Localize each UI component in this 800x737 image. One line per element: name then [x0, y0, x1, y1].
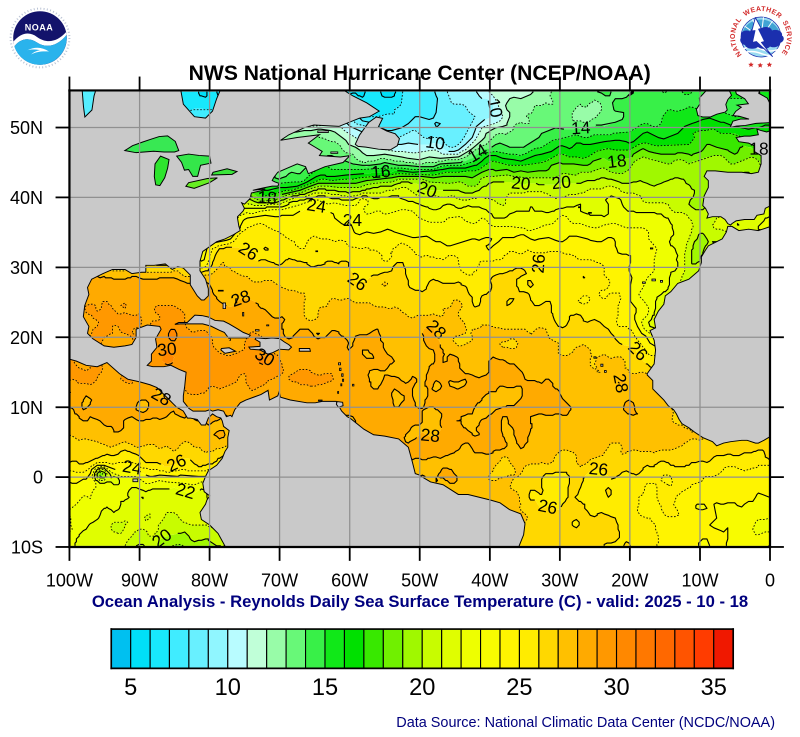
- svg-text:70W: 70W: [261, 571, 298, 591]
- svg-text:35: 35: [701, 675, 727, 701]
- svg-text:30W: 30W: [541, 571, 578, 591]
- svg-text:28: 28: [609, 372, 632, 395]
- svg-text:28: 28: [420, 424, 441, 446]
- svg-text:50W: 50W: [401, 571, 438, 591]
- svg-text:30N: 30N: [10, 258, 43, 278]
- svg-text:30: 30: [156, 338, 177, 360]
- svg-text:24: 24: [121, 456, 144, 479]
- svg-text:Ocean Analysis - Reynolds Dail: Ocean Analysis - Reynolds Daily Sea Surf…: [92, 592, 748, 611]
- svg-text:0: 0: [33, 468, 43, 488]
- svg-text:10S: 10S: [11, 538, 43, 558]
- svg-text:26: 26: [588, 458, 609, 480]
- svg-text:10: 10: [215, 675, 241, 701]
- svg-text:5: 5: [124, 675, 137, 701]
- svg-text:60W: 60W: [331, 571, 368, 591]
- svg-text:40W: 40W: [471, 571, 508, 591]
- svg-text:80W: 80W: [191, 571, 228, 591]
- svg-text:25: 25: [506, 675, 532, 701]
- svg-text:NOAA: NOAA: [25, 23, 54, 33]
- svg-text:100W: 100W: [46, 571, 93, 591]
- svg-text:20: 20: [551, 171, 572, 193]
- svg-text:10: 10: [483, 96, 507, 119]
- svg-text:18: 18: [749, 139, 768, 159]
- svg-text:NWS National Hurricane Center: NWS National Hurricane Center (NCEP/NOAA…: [189, 62, 651, 85]
- svg-text:20: 20: [409, 675, 435, 701]
- svg-text:16: 16: [371, 161, 392, 182]
- svg-text:24: 24: [305, 194, 328, 217]
- svg-text:10: 10: [424, 131, 446, 154]
- svg-text:15: 15: [312, 675, 338, 701]
- svg-text:0: 0: [765, 571, 775, 591]
- svg-text:40N: 40N: [10, 188, 43, 208]
- svg-text:18: 18: [606, 150, 627, 172]
- svg-text:30: 30: [603, 675, 629, 701]
- svg-text:26: 26: [536, 495, 559, 519]
- svg-text:90W: 90W: [121, 571, 158, 591]
- svg-text:10W: 10W: [681, 571, 718, 591]
- svg-text:50N: 50N: [10, 118, 43, 138]
- svg-text:24: 24: [343, 210, 363, 230]
- svg-text:Data Source: National Climatic: Data Source: National Climatic Data Cent…: [396, 715, 775, 731]
- svg-text:10N: 10N: [10, 398, 43, 418]
- svg-text:20N: 20N: [10, 328, 43, 348]
- svg-text:20W: 20W: [611, 571, 648, 591]
- svg-text:20: 20: [510, 172, 531, 194]
- svg-text:26: 26: [528, 253, 550, 274]
